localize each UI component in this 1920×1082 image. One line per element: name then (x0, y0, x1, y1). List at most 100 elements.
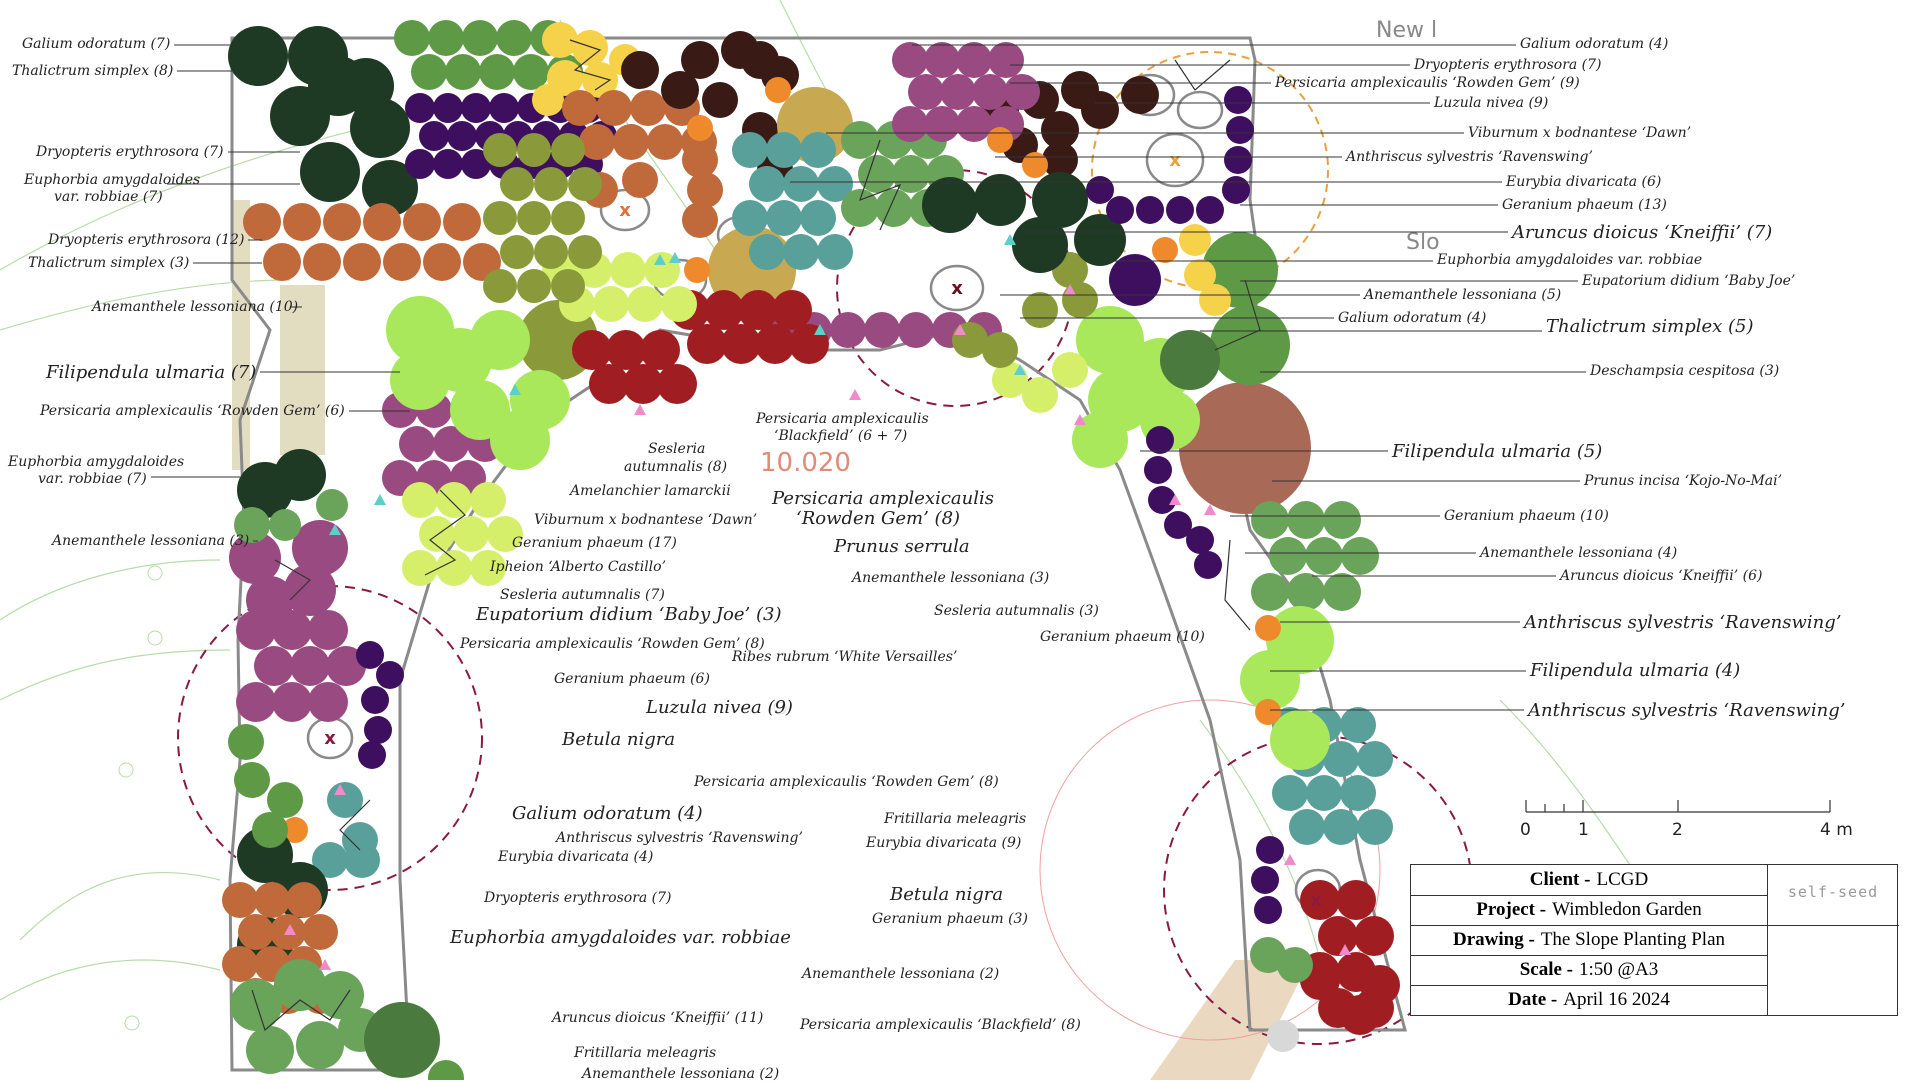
plant-label: Euphorbia amygdaloides var. robbiae (450, 927, 791, 948)
bulb-triangle (1074, 414, 1086, 425)
bulb-triangle (954, 324, 966, 335)
plant-circle (1076, 306, 1144, 374)
plant-circle (864, 312, 900, 348)
canopy-outline-pink (1039, 699, 1381, 1041)
plant-label: Dryopteris erythrosora (7) (1414, 57, 1602, 73)
plant-label: Anthriscus sylvestris ‘Ravenswing’ (1524, 612, 1842, 633)
plant-circle (772, 290, 812, 330)
plant-circle (419, 516, 455, 552)
plant-circle (800, 132, 836, 168)
plant-circle (1256, 836, 1284, 864)
svg-text:x: x (951, 278, 963, 299)
plant-label: Anemanthele lessoniana (2) (802, 966, 1000, 982)
plant-circle (738, 290, 778, 330)
plant-circle (1179, 382, 1311, 514)
plant-circle (290, 646, 330, 686)
plant-label: Galium odoratum (4) (1520, 36, 1669, 52)
plant-label: autumnalis (8) (624, 459, 728, 475)
plant-label: Betula nigra (562, 729, 676, 750)
plant-circle (1032, 172, 1088, 228)
plant-label: Euphorbia amygdaloides (8, 454, 185, 470)
plant-circle (316, 971, 364, 1019)
plant-label: Persicaria amplexicaulis ‘Rowden Gem’ (8… (460, 636, 765, 652)
scale-tick-4m: 4 m (1820, 820, 1853, 840)
plant-circle (1004, 74, 1040, 110)
plant-circle (898, 312, 934, 348)
plant-circle (1194, 551, 1222, 579)
plant-label: Anemanthele lessoniana (3) (52, 533, 250, 549)
plant-circle (323, 203, 361, 241)
plant-circle (1287, 573, 1325, 611)
plant-label: Ribes rubrum ‘White Versailles’ (732, 649, 958, 665)
plant-circle (483, 201, 517, 235)
plant-circle (755, 324, 795, 364)
plant-circle (704, 290, 744, 330)
plant-label: Anthriscus sylvestris ‘Ravenswing’ (556, 830, 803, 846)
plant-circle (358, 741, 386, 769)
plant-circle (1255, 699, 1281, 725)
plant-circle (479, 54, 515, 90)
plant-circle (687, 115, 713, 141)
project-value: Wimbledon Garden (1552, 899, 1702, 920)
plant-circle (1041, 111, 1079, 149)
plant-label: Ipheion ‘Alberto Castillo’ (490, 559, 667, 575)
plant-circle (765, 77, 791, 103)
plant-circle (228, 26, 288, 86)
plant-label: Aruncus dioicus ‘Kneiffii’ (6) (1560, 568, 1763, 584)
plant-circle (462, 20, 498, 56)
plant-circle (383, 243, 421, 281)
plant-circle (402, 482, 438, 518)
bulb-triangle (1064, 284, 1076, 295)
plant-circle (681, 41, 719, 79)
plant-label: Filipendula ulmaria (7) (46, 362, 257, 383)
plant-circle (1340, 707, 1376, 743)
plant-label: Betula nigra (890, 884, 1004, 905)
svg-text:x: x (1169, 150, 1181, 171)
plant-circle (1074, 214, 1126, 266)
bulb-triangle (1014, 364, 1026, 375)
title-block-divider (1767, 865, 1768, 1015)
plant-circle (344, 842, 380, 878)
plant-circle (222, 882, 258, 918)
plant-circle (308, 610, 348, 650)
plant-circle (461, 93, 491, 123)
bulb-triangle (284, 924, 296, 935)
plant-circle (411, 54, 447, 90)
plant-circle (453, 516, 489, 552)
plant-label: Eurybia divaricata (9) (866, 835, 1022, 851)
note-slope: Slo (1406, 230, 1440, 255)
title-scale-row: Scale - 1:50 @A3 (1411, 955, 1767, 986)
plant-circle (470, 482, 506, 518)
scale-tick-1: 1 (1578, 820, 1589, 840)
plant-circle (783, 234, 819, 270)
plant-circle (1022, 292, 1058, 328)
plant-circle (956, 106, 992, 142)
plant-circle (974, 174, 1026, 226)
plant-label: Persicaria amplexicaulis ‘Rowden Gem’ (8… (694, 774, 999, 790)
plant-circle (246, 1026, 294, 1074)
plant-circle (296, 1021, 344, 1069)
plant-circle (1164, 511, 1192, 539)
plant-circle (461, 149, 491, 179)
bulb-triangle (1204, 504, 1216, 515)
plant-circle (596, 90, 632, 126)
date-key: Date - (1508, 989, 1558, 1010)
plant-circle (766, 200, 802, 236)
svg-text:x: x (1310, 890, 1322, 911)
scale-tick-2: 2 (1672, 820, 1683, 840)
bulb-triangle (1339, 944, 1351, 955)
plant-label: Aruncus dioicus ‘Kneiffii’ (7) (1512, 222, 1773, 243)
bulb-triangle (374, 494, 386, 505)
scale-value: 1:50 @A3 (1579, 959, 1659, 980)
plant-circle (1269, 537, 1307, 575)
plant-circle (308, 682, 348, 722)
plant-circle (229, 532, 281, 584)
plant-circle (272, 682, 312, 722)
plant-circle (568, 235, 602, 269)
plant-circle (363, 203, 401, 241)
plant-circle (892, 42, 928, 78)
path-strip-walk (280, 285, 325, 455)
plant-circle (1179, 224, 1211, 256)
plant-circle (1323, 501, 1361, 539)
bulb-markers (284, 234, 1351, 970)
